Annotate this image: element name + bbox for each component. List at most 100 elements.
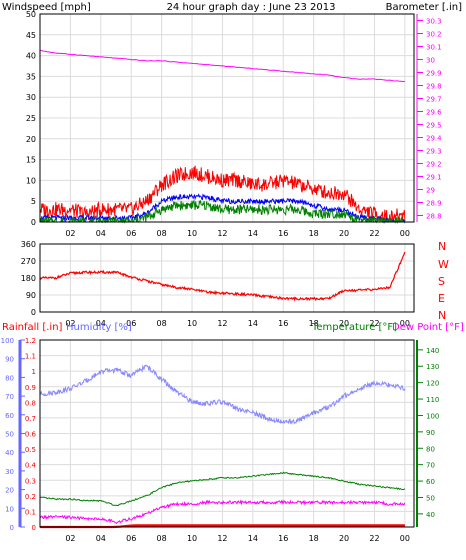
x-tick-label: 18 — [309, 534, 319, 543]
direction-tick-label: 360 — [21, 240, 36, 249]
x-tick-label: 16 — [278, 534, 288, 543]
humidity-tick-label: 100 — [1, 337, 14, 345]
barometer-tick-label: 30.1 — [426, 44, 442, 52]
humidity-tick-label: 70 — [5, 393, 14, 401]
x-tick-label: 22 — [369, 319, 379, 328]
x-tick-label: 12 — [217, 319, 227, 328]
x-tick-label: 02 — [65, 229, 75, 238]
x-tick-label: 18 — [309, 319, 319, 328]
wind-tick-label: 15 — [26, 156, 36, 165]
x-tick-label: 20 — [339, 319, 349, 328]
temperature-tick-label: 70 — [426, 462, 435, 470]
barometer-tick-label: 28.8 — [426, 213, 442, 221]
x-tick-label: 16 — [278, 319, 288, 328]
wind-frame — [39, 13, 415, 223]
barometer-tick-label: 29.8 — [426, 83, 442, 91]
humidity-line — [39, 364, 406, 425]
direction-tick-label: 270 — [21, 257, 36, 266]
climate-frame — [39, 339, 415, 528]
compass-label: S — [438, 275, 445, 288]
humidity-tick-label: 80 — [5, 374, 14, 382]
graph-title: 24 hour graph day : June 23 2013 — [167, 2, 336, 13]
rainfall-tick-label: 0.7 — [25, 415, 36, 423]
barometer-axis-label: Barometer [.in] — [386, 2, 462, 13]
barometer-tick-label: 28.9 — [426, 200, 442, 208]
wind-tick-label: 0 — [31, 218, 36, 227]
rainfall-tick-label: 0.4 — [25, 462, 37, 470]
dewpoint-line — [39, 499, 406, 524]
rainfall-tick-label: 0.5 — [25, 446, 36, 454]
temperature-tick-label: 130 — [426, 363, 439, 371]
x-tick-label: 06 — [126, 229, 136, 238]
rainfall-tick-label: 1.1 — [25, 353, 36, 361]
barometer-tick-label: 29.5 — [426, 122, 442, 130]
temperature-tick-label: 80 — [426, 445, 435, 453]
barometer-tick-label: 29 — [426, 187, 435, 195]
x-tick-label: 14 — [248, 229, 258, 238]
data-layer — [39, 49, 406, 529]
wind-tick-label: 35 — [26, 72, 36, 81]
wind-tick-label: 10 — [26, 176, 36, 185]
barometer-tick-label: 30.3 — [426, 18, 442, 26]
humidity-tick-label: 40 — [5, 449, 14, 457]
x-tick-label: 10 — [187, 534, 197, 543]
x-tick-label: 00 — [400, 229, 410, 238]
x-tick-label: 06 — [126, 319, 136, 328]
humidity-tick-label: 90 — [5, 356, 14, 364]
x-tick-label: 02 — [65, 534, 75, 543]
tick-label-layer: 0510152025303540455028.828.92929.129.229… — [1, 10, 464, 543]
direction-frame — [39, 243, 415, 313]
temperature-tick-label: 50 — [426, 494, 435, 502]
wind-minimum-line — [40, 199, 406, 224]
rainfall-tick-label: 1 — [32, 368, 36, 376]
barometer-tick-label: 29.6 — [426, 109, 442, 117]
wind-tick-label: 30 — [26, 93, 36, 102]
temperature-tick-label: 140 — [426, 347, 439, 355]
x-tick-label: 20 — [339, 534, 349, 543]
x-tick-label: 06 — [126, 534, 136, 543]
x-tick-label: 04 — [96, 534, 106, 543]
temperature-tick-label: 90 — [426, 429, 435, 437]
direction-tick-label: 180 — [21, 274, 36, 283]
dewpoint-axis-label: Dew Point [°F] — [392, 322, 464, 333]
humidity-tick-label: 0 — [10, 524, 14, 532]
x-tick-label: 12 — [217, 534, 227, 543]
rainfall-tick-label: 0 — [32, 524, 36, 532]
x-tick-label: 18 — [309, 229, 319, 238]
temperature-tick-label: 40 — [426, 511, 435, 519]
humidity-tick-label: 50 — [5, 431, 14, 439]
rainfall-tick-label: 0.3 — [25, 477, 36, 485]
barometer-tick-label: 29.7 — [426, 96, 442, 104]
wind-tick-label: 50 — [26, 10, 36, 19]
x-tick-label: 00 — [400, 319, 410, 328]
wind-direction-line — [39, 251, 406, 302]
rainfall-tick-label: 0.8 — [25, 399, 36, 407]
barometer-tick-label: 29.2 — [426, 161, 442, 169]
x-tick-label: 02 — [65, 319, 75, 328]
direction-tick-label: 90 — [26, 291, 36, 300]
x-tick-label: 22 — [369, 229, 379, 238]
x-tick-label: 04 — [96, 229, 106, 238]
wind-tick-label: 45 — [26, 31, 36, 40]
barometer-tick-label: 30.2 — [426, 31, 442, 39]
x-tick-label: 10 — [187, 319, 197, 328]
x-tick-label: 22 — [369, 534, 379, 543]
x-tick-label: 08 — [157, 534, 167, 543]
barometer-tick-label: 29.4 — [426, 135, 442, 143]
temperature-tick-label: 60 — [426, 478, 435, 486]
rainfall-tick-label: 0.2 — [25, 493, 36, 501]
temperature-tick-label: 110 — [426, 396, 439, 404]
wind-average-line — [39, 193, 406, 224]
humidity-tick-label: 20 — [5, 487, 14, 495]
temperature-tick-label: 120 — [426, 380, 439, 388]
barometer-tick-label: 29.1 — [426, 174, 442, 182]
x-tick-label: 14 — [248, 534, 258, 543]
humidity-tick-label: 30 — [5, 468, 14, 476]
x-tick-label: 08 — [157, 319, 167, 328]
wind-axis-label: Windspeed [mph] — [2, 2, 91, 13]
axes-layer — [18, 13, 423, 528]
wind-tick-label: 40 — [26, 52, 36, 61]
compass-label: N — [438, 240, 446, 253]
wind-tick-label: 20 — [26, 135, 36, 144]
